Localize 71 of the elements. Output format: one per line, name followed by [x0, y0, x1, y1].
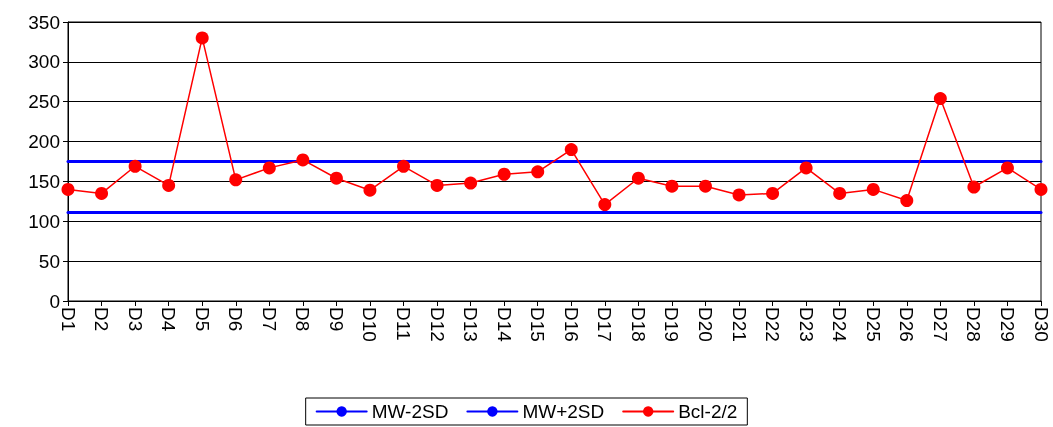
y-tick-label: 0 — [49, 290, 60, 312]
x-tick-label: D11 — [393, 307, 415, 341]
x-tick-label: D6 — [225, 307, 247, 332]
x-tick-label: D21 — [728, 307, 750, 342]
x-tick-label: D24 — [829, 307, 851, 343]
x-tick-label: D1 — [57, 307, 79, 332]
x-tick-label: D26 — [896, 307, 918, 342]
point — [162, 178, 176, 192]
point — [1034, 182, 1048, 196]
legend-label: Bcl-2/2 — [678, 401, 738, 422]
y-tick-label: 200 — [28, 131, 60, 153]
x-tick-label: D5 — [191, 307, 213, 332]
point — [967, 180, 981, 194]
point — [195, 31, 209, 45]
point — [900, 194, 914, 208]
point — [1000, 161, 1014, 175]
point — [531, 165, 545, 179]
x-tick-label: D29 — [996, 307, 1018, 342]
x-tick-label: D7 — [258, 307, 280, 332]
x-tick-label: D14 — [493, 307, 515, 343]
y-tick-label: 350 — [28, 11, 60, 33]
point — [699, 179, 712, 193]
y-tick-label: 150 — [28, 170, 60, 192]
point — [363, 183, 377, 197]
point — [430, 178, 444, 192]
point — [766, 186, 780, 200]
point — [598, 198, 612, 212]
x-tick-label: D9 — [325, 307, 347, 332]
x-tick-label: D4 — [158, 307, 180, 332]
point — [833, 186, 847, 200]
point — [866, 182, 880, 196]
x-tick-label: D22 — [762, 307, 784, 342]
y-tick-label: 100 — [28, 210, 60, 232]
y-tick-label: 250 — [28, 91, 60, 113]
point — [296, 153, 310, 167]
x-tick-label: D17 — [594, 307, 616, 342]
x-tick-label: D8 — [292, 307, 314, 332]
y-tick-label: 50 — [38, 250, 60, 272]
x-tick-label: D25 — [862, 307, 884, 342]
x-tick-label: D13 — [460, 307, 482, 342]
point — [397, 159, 411, 173]
x-tick-label: D2 — [91, 307, 113, 332]
x-tick-label: D18 — [627, 307, 649, 342]
x-tick-label: D12 — [426, 307, 448, 342]
point — [128, 159, 142, 173]
legend-label: MW+2SD — [522, 401, 605, 422]
y-tick-label: 300 — [28, 51, 60, 73]
point — [665, 179, 679, 193]
point — [329, 171, 343, 185]
x-tick-label: D28 — [963, 307, 985, 342]
point — [732, 188, 746, 202]
x-tick-label: D30 — [1030, 307, 1052, 342]
x-tick-label: D20 — [694, 307, 716, 342]
point — [262, 161, 276, 175]
point — [631, 171, 645, 185]
x-tick-label: D27 — [929, 307, 951, 342]
point — [95, 186, 109, 200]
x-tick-label: D16 — [560, 307, 582, 342]
x-tick-label: D19 — [661, 307, 683, 342]
x-tick-label: D3 — [124, 307, 146, 332]
x-tick-label: D23 — [795, 307, 817, 342]
point — [229, 173, 243, 187]
point — [933, 92, 947, 106]
legend-label: MW-2SD — [371, 401, 449, 422]
point — [799, 161, 813, 175]
x-tick-label: D10 — [359, 307, 381, 342]
point — [61, 182, 75, 196]
point — [497, 167, 511, 181]
point — [564, 143, 578, 157]
point — [464, 176, 478, 190]
x-tick-label: D15 — [527, 307, 549, 342]
